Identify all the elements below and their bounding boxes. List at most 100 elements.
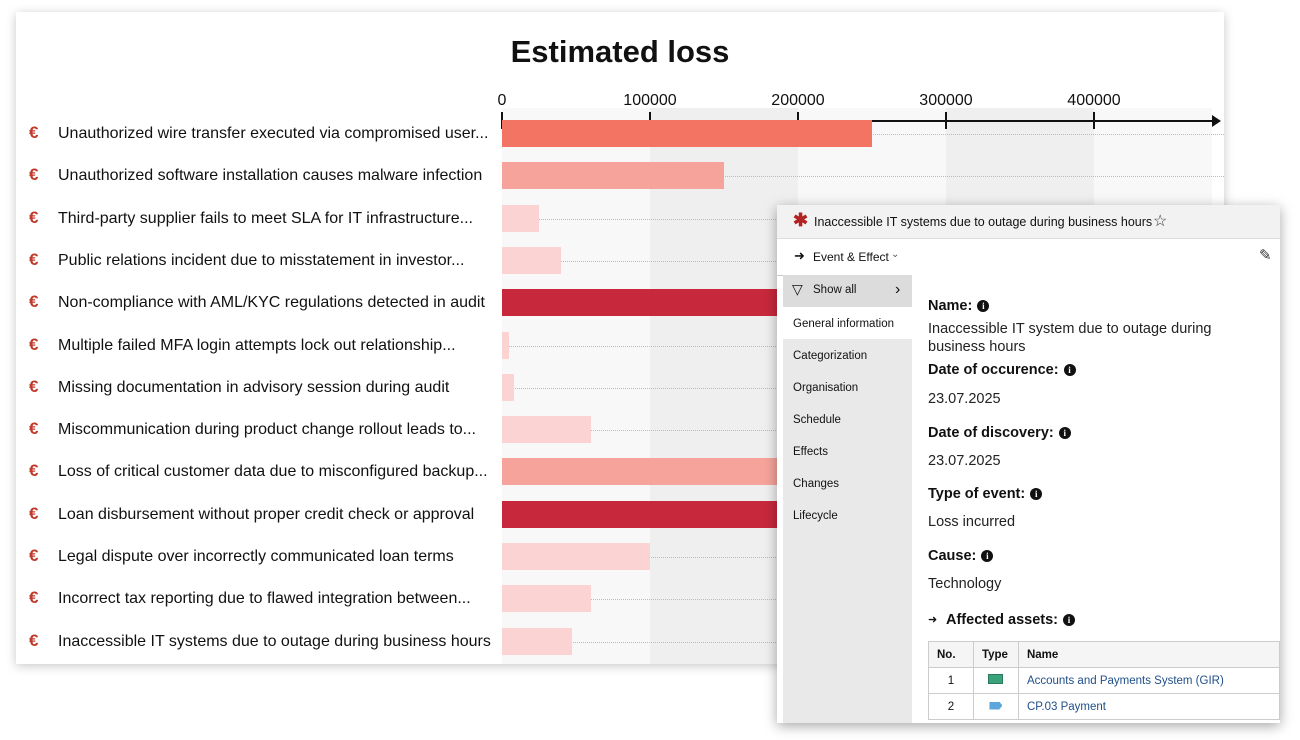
row-name[interactable]: CP.03 Payment xyxy=(1017,693,1280,720)
category-label[interactable]: Miscommunication during product change r… xyxy=(58,421,476,439)
info-icon[interactable]: i xyxy=(1058,427,1071,440)
occurrence-value: 23.07.2025 xyxy=(928,391,1001,407)
x-tick-label: 0 xyxy=(497,92,507,109)
nav-organisation[interactable]: Organisation xyxy=(783,371,912,403)
column-header-name: Name xyxy=(1017,641,1280,668)
category-label[interactable]: Third-party supplier fails to meet SLA f… xyxy=(58,209,473,227)
x-tick-label: 300000 xyxy=(919,92,973,109)
row-type xyxy=(972,667,1019,694)
asset-link[interactable]: Accounts and Payments System (GIR) xyxy=(1026,674,1224,687)
chevron-down-icon[interactable]: ⌄ xyxy=(891,249,900,260)
euro-icon: € xyxy=(29,503,39,523)
chevron-right-icon: › xyxy=(895,281,901,298)
occurrence-label: Date of occurence: i xyxy=(928,362,1076,378)
euro-icon: € xyxy=(29,376,39,396)
panel-title: Inaccessible IT systems due to outage du… xyxy=(814,215,1153,229)
category-label[interactable]: Unauthorized software installation cause… xyxy=(58,167,483,185)
nav-categorization[interactable]: Categorization xyxy=(783,339,912,371)
category-label[interactable]: Non-compliance with AML/KYC regulations … xyxy=(58,294,485,312)
bar[interactable] xyxy=(502,204,539,232)
panel-toolbar: ➜ Event & Effect ⌄ ✎ xyxy=(777,239,1280,276)
chart-row[interactable]: € Unauthorized wire transfer executed via… xyxy=(16,114,1224,156)
chart-title: Estimated loss xyxy=(510,34,730,69)
nav-lifecycle[interactable]: Lifecycle xyxy=(783,499,912,531)
x-tick-mark xyxy=(1093,112,1095,129)
category-label[interactable]: Public relations incident due to misstat… xyxy=(58,251,465,269)
euro-icon: € xyxy=(29,588,39,608)
panel-nav: ▽ Show all › General information Categor… xyxy=(783,275,912,723)
event-effect-dropdown[interactable]: Event & Effect xyxy=(813,250,889,264)
bar[interactable] xyxy=(502,246,562,274)
info-icon[interactable]: i xyxy=(981,550,994,563)
nav-effects[interactable]: Effects xyxy=(783,435,912,467)
table-row[interactable]: 2 CP.03 Payment xyxy=(928,693,1280,720)
bar[interactable] xyxy=(502,331,510,359)
x-tick-label: 100000 xyxy=(623,92,677,109)
nav-label: Show all xyxy=(813,284,857,296)
euro-icon: € xyxy=(29,292,39,312)
euro-icon: € xyxy=(29,334,39,354)
name-label: Name: i xyxy=(928,298,990,314)
grid-band xyxy=(502,108,650,664)
bar[interactable] xyxy=(502,585,591,613)
category-label[interactable]: Legal dispute over incorrectly communica… xyxy=(58,548,454,565)
name-value: Inaccessible IT system due to outage dur… xyxy=(928,321,1212,355)
nav-label: Effects xyxy=(793,446,828,458)
bar[interactable] xyxy=(502,373,514,401)
x-tick-label: 400000 xyxy=(1067,92,1121,109)
nav-schedule[interactable]: Schedule xyxy=(783,403,912,435)
edit-icon[interactable]: ✎ xyxy=(1259,247,1272,264)
category-label[interactable]: Inaccessible IT systems due to outage du… xyxy=(58,632,491,650)
process-icon xyxy=(989,701,1003,710)
bar[interactable] xyxy=(502,627,572,655)
info-icon[interactable]: i xyxy=(1063,364,1076,377)
column-header-type: Type xyxy=(972,641,1019,668)
category-label[interactable]: Multiple failed MFA login attempts lock … xyxy=(58,336,456,354)
x-tick-mark xyxy=(945,112,947,129)
chart-row[interactable]: € Legal dispute over incorrectly communic… xyxy=(16,537,1224,579)
bar[interactable] xyxy=(502,416,591,444)
affected-assets-label: Affected assets: i xyxy=(946,612,1076,628)
panel-header: ✱ Inaccessible IT systems due to outage … xyxy=(777,205,1280,239)
bar[interactable] xyxy=(502,543,650,570)
category-label[interactable]: Missing documentation in advisory sessio… xyxy=(58,378,450,396)
filter-icon: ▽ xyxy=(792,281,803,297)
euro-icon: € xyxy=(29,249,39,269)
type-of-event-value: Loss incurred xyxy=(928,514,1016,530)
category-label[interactable]: Loss of critical customer data due to mi… xyxy=(58,463,488,481)
bar[interactable] xyxy=(502,120,872,147)
nav-label: Lifecycle xyxy=(793,510,838,522)
panel-content: Name: i Inaccessible IT system due to out… xyxy=(912,275,1280,723)
grid-band xyxy=(650,108,798,664)
column-header-no: No. xyxy=(928,641,974,668)
category-label[interactable]: Unauthorized wire transfer executed via … xyxy=(58,125,489,142)
nav-label: Categorization xyxy=(793,350,868,362)
euro-icon: € xyxy=(29,546,39,565)
cause-value: Technology xyxy=(928,576,1002,592)
discovery-value: 23.07.2025 xyxy=(928,453,1001,469)
category-label[interactable]: Incorrect tax reporting due to flawed in… xyxy=(58,590,471,608)
row-number: 2 xyxy=(928,693,974,720)
row-name[interactable]: Accounts and Payments System (GIR) xyxy=(1017,667,1280,694)
table-row[interactable]: 1 Accounts and Payments System (GIR) xyxy=(928,667,1280,694)
asset-link[interactable]: CP.03 Payment xyxy=(1026,700,1106,713)
info-icon[interactable]: i xyxy=(977,300,990,313)
row-number: 1 xyxy=(928,667,974,694)
favorite-star-icon[interactable]: ☆ xyxy=(1153,213,1168,230)
euro-icon: € xyxy=(29,419,39,439)
category-label[interactable]: Loan disbursement without proper credit … xyxy=(58,505,475,523)
nav-show-all[interactable]: ▽ Show all › xyxy=(783,275,912,307)
euro-icon: € xyxy=(29,207,39,227)
row-type xyxy=(972,693,1019,720)
euro-icon: € xyxy=(29,461,39,481)
system-icon xyxy=(988,674,1004,684)
nav-general-information[interactable]: General information xyxy=(783,307,912,339)
nav-changes[interactable]: Changes xyxy=(783,467,912,499)
affected-assets-icon: ➜ xyxy=(928,614,938,626)
chart-row[interactable]: € Unauthorized software installation caus… xyxy=(16,156,1224,198)
info-icon[interactable]: i xyxy=(1063,614,1076,627)
bar[interactable] xyxy=(502,162,724,190)
nav-label: General information xyxy=(793,318,894,330)
x-axis-arrow-icon xyxy=(1212,115,1221,127)
info-icon[interactable]: i xyxy=(1030,488,1043,501)
